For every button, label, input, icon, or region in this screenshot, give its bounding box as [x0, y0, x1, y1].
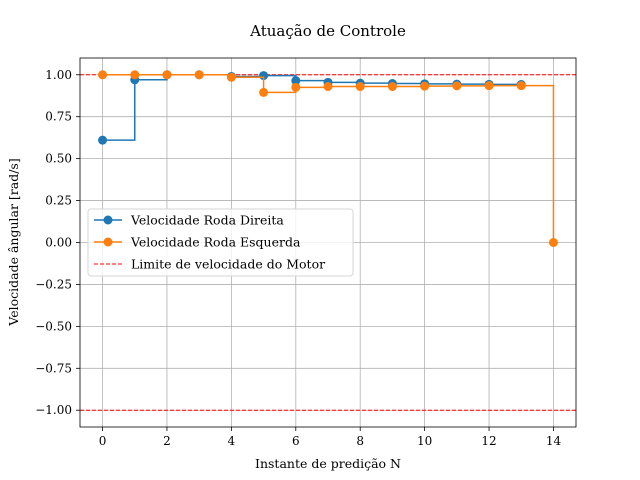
legend: Velocidade Roda Direita Velocidade Roda E… — [87, 208, 354, 277]
series-point-2 — [98, 70, 108, 80]
x-tick-label: 10 — [417, 434, 432, 448]
x-tick-label: 4 — [228, 434, 236, 448]
x-tick-label: 14 — [546, 434, 562, 448]
x-tick-label: 8 — [356, 434, 364, 448]
series-point-2 — [323, 82, 333, 92]
series-point-2 — [387, 82, 397, 92]
y-tick-label: 1.00 — [45, 68, 72, 82]
series-point-2 — [355, 82, 365, 92]
series-point-2 — [162, 70, 172, 80]
legend-swatch-marker — [103, 215, 113, 225]
x-axis-label: Instante de predição N — [255, 456, 401, 471]
series-point-2 — [452, 81, 462, 91]
series-point-2 — [548, 238, 558, 247]
y-tick-label: −0.50 — [35, 319, 72, 333]
x-tick-label: 12 — [481, 434, 496, 448]
legend-entry-label: Velocidade Roda Esquerda — [130, 235, 301, 250]
series-point-2 — [259, 87, 269, 97]
series-point-2 — [516, 81, 526, 91]
series-point-2 — [226, 72, 236, 82]
y-tick-label: −0.75 — [35, 361, 72, 375]
x-axis: 0 2 4 6 8 10 12 14 — [99, 427, 562, 448]
legend-box — [87, 208, 354, 277]
series-point-2 — [484, 81, 494, 91]
series-point-2 — [194, 70, 204, 80]
legend-swatch-marker — [103, 237, 113, 247]
series-point-2 — [130, 70, 140, 80]
chart-title: Atuação de Controle — [249, 22, 406, 40]
y-tick-label: 0.50 — [45, 152, 72, 166]
x-tick-label: 2 — [163, 434, 171, 448]
y-tick-label: 0.25 — [45, 194, 72, 208]
legend-entry-label: Velocidade Roda Direita — [130, 213, 284, 228]
series-point-1 — [98, 135, 108, 145]
y-tick-label: 0.75 — [45, 110, 72, 124]
y-tick-label: −1.00 — [35, 403, 72, 417]
y-tick-label: 0.00 — [45, 236, 72, 250]
series-point-2 — [420, 81, 430, 91]
y-axis-label: Velocidade ângular [rad/s] — [6, 158, 21, 326]
x-tick-label: 0 — [99, 434, 107, 448]
plot-area — [80, 70, 576, 411]
x-tick-label: 6 — [292, 434, 300, 448]
legend-entry-label: Limite de velocidade do Motor — [131, 257, 325, 272]
y-axis: −1.00 −0.75 −0.50 −0.25 0.00 0.25 0.50 0.75 1.00 — [35, 68, 80, 417]
y-tick-label: −0.25 — [35, 277, 72, 291]
series-point-1 — [291, 76, 301, 86]
series-point-2 — [291, 82, 301, 92]
